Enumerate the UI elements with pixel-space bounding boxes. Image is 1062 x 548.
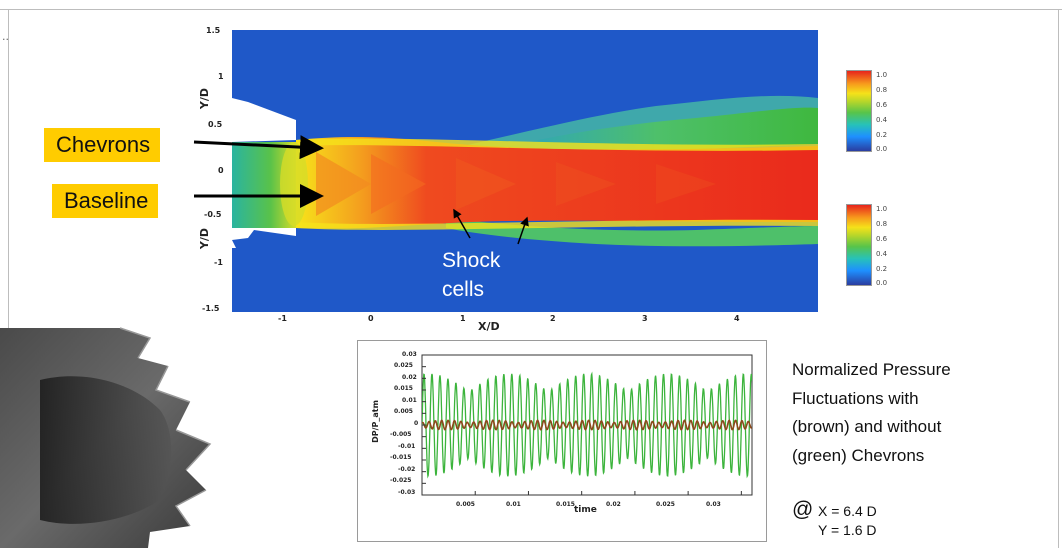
pressure-y-tick: 0.025: [394, 362, 413, 369]
description-line: Normalized Pressure: [792, 360, 951, 379]
corner-dots: ..: [2, 30, 9, 43]
colorbar-bottom-label: 1.0: [876, 205, 888, 213]
brown-signal-line: [422, 419, 752, 431]
pressure-x-tick: 0.01: [506, 501, 521, 508]
at-symbol: @: [792, 498, 814, 521]
pressure-y-tick: -0.025: [390, 477, 412, 484]
pressure-chart-svg: [421, 354, 753, 496]
description-text: Normalized Pressure Fluctuations with (b…: [792, 356, 1052, 470]
colorbar-top-label: 0.0: [876, 145, 888, 153]
contour-field: [232, 30, 818, 312]
colorbar-bottom-label: 0.4: [876, 250, 888, 258]
y-tick: 1: [218, 72, 224, 81]
pressure-y-tick: -0.015: [390, 454, 412, 461]
contour-plot: 1.5 1 0.5 0 -0.5 -1 -1.5 Y/D Y/D -1 0 1 …: [196, 22, 818, 340]
colorbar-top-label: 0.6: [876, 101, 888, 109]
y-axis-label-bottom: Y/D: [198, 227, 212, 250]
y-tick: -0.5: [204, 210, 222, 219]
pressure-y-tick: -0.01: [398, 443, 416, 450]
x-location: X = 6.4 D: [818, 503, 877, 519]
y-axis-label-top: Y/D: [198, 87, 212, 110]
shock-cells-label-line2: cells: [442, 278, 485, 301]
x-axis-label: X/D: [478, 320, 500, 333]
pressure-y-tick: 0.005: [394, 408, 413, 415]
pressure-y-tick: -0.02: [398, 466, 416, 473]
pressure-x-tick: 0.025: [656, 501, 675, 508]
x-tick: -1: [278, 314, 287, 323]
pressure-y-tick: 0.03: [402, 351, 417, 358]
y-tick: -1.5: [202, 304, 220, 313]
description-line: (brown) and without: [792, 417, 942, 436]
pressure-x-tick: 0.005: [456, 501, 475, 508]
description-line: (green) Chevrons: [792, 445, 925, 465]
pressure-y-tick: 0.02: [402, 374, 417, 381]
x-tick: 2: [550, 314, 556, 323]
colorbar-top-label: 0.4: [876, 116, 888, 124]
pressure-y-tick: -0.03: [398, 489, 416, 496]
baseline-callout: Baseline: [52, 184, 159, 218]
pressure-plot: 0.03 0.025 0.02 0.015 0.01 0.005 0 -0.00…: [357, 340, 767, 542]
pressure-x-tick: 0.02: [606, 501, 621, 508]
pressure-y-tick: 0.01: [402, 397, 417, 404]
pressure-y-label: DP/P_atm: [370, 400, 380, 443]
frame-right-line: [1058, 9, 1059, 548]
colorbar-top-label: 1.0: [876, 71, 888, 79]
pressure-x-label: time: [574, 505, 597, 515]
x-tick: 3: [642, 314, 648, 323]
x-tick: 4: [734, 314, 740, 323]
y-tick: 0: [218, 166, 224, 175]
y-tick: 1.5: [206, 26, 221, 35]
frame-left-line: [8, 9, 9, 329]
y-location: Y = 1.6 D: [818, 522, 877, 538]
frame-top-line: [0, 9, 1062, 10]
chevrons-callout: Chevrons: [44, 128, 161, 162]
colorbar-top: [846, 70, 872, 152]
green-signal-line: [422, 371, 752, 479]
x-tick: 0: [368, 314, 374, 323]
pressure-x-tick: 0.03: [706, 501, 721, 508]
pressure-y-tick: 0: [414, 420, 419, 427]
pressure-y-tick: 0.015: [394, 385, 413, 392]
colorbar-bottom-label: 0.8: [876, 220, 888, 228]
colorbar-bottom: [846, 204, 872, 286]
colorbar-top-label: 0.8: [876, 86, 888, 94]
shock-cells-label-line1: Shock: [442, 249, 501, 272]
colorbar-bottom-label: 0.0: [876, 279, 888, 287]
colorbar-bottom-label: 0.6: [876, 235, 888, 243]
colorbar-bottom-label: 0.2: [876, 265, 888, 273]
description-line: Fluctuations with: [792, 388, 919, 408]
y-tick: -1: [214, 258, 223, 267]
y-tick: 0.5: [208, 120, 223, 129]
pressure-y-tick: -0.005: [390, 431, 412, 438]
pressure-x-tick: 0.015: [556, 501, 575, 508]
chevron-nozzle-image: [0, 327, 212, 548]
colorbar-top-label: 0.2: [876, 131, 888, 139]
x-tick: 1: [460, 314, 466, 323]
